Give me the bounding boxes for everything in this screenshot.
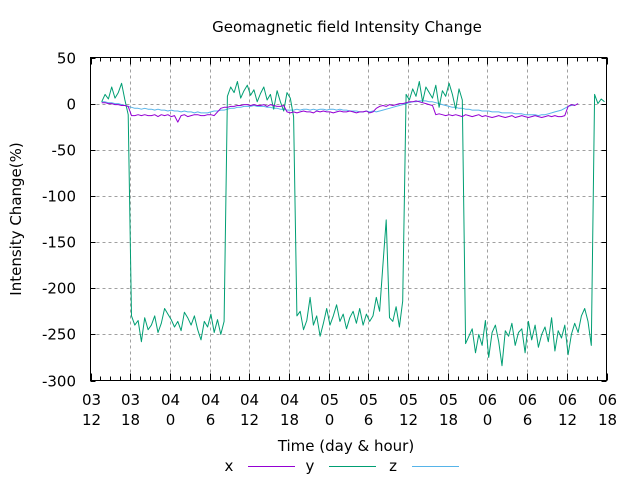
grid	[90, 57, 607, 381]
x-tick-hour-label: 0	[325, 411, 335, 429]
series-group	[101, 81, 605, 367]
x-tick-day-label: 06	[478, 391, 497, 409]
y-tick-label: -200	[42, 280, 76, 298]
ticks	[90, 57, 608, 382]
x-tick-day-label: 06	[598, 391, 617, 409]
x-tick-hour-label: 0	[166, 411, 176, 429]
y-tick-label: -100	[42, 188, 76, 206]
x-tick-day-label: 05	[399, 391, 418, 409]
legend-label-y: y	[306, 457, 315, 475]
legend: x y z	[225, 457, 459, 475]
x-tick-day-label: 03	[82, 391, 101, 409]
x-tick-day-label: 06	[558, 391, 577, 409]
x-tick-hour-label: 18	[280, 411, 299, 429]
series-line-z	[101, 100, 575, 117]
x-tick-day-label: 06	[518, 391, 537, 409]
x-tick-hour-label: 12	[558, 411, 577, 429]
x-tick-hour-label: 12	[240, 411, 259, 429]
y-tick-label: -300	[42, 373, 76, 391]
series-line-y	[101, 81, 605, 367]
y-tick-label: -150	[42, 234, 76, 252]
x-tick-hour-label: 0	[483, 411, 493, 429]
y-tick-label: -250	[42, 326, 76, 344]
x-tick-hour-label: 12	[399, 411, 418, 429]
chart-title: Geomagnetic field Intensity Change	[212, 18, 482, 36]
y-tick-label: 0	[66, 96, 76, 114]
series-line-x	[101, 100, 579, 123]
x-tick-day-label: 04	[161, 391, 180, 409]
x-tick-labels: 03 12 03 18 04 0 04 6 04 12 04 18 05 0 05 6 05 12 05 18 06 0 0…	[82, 391, 617, 429]
plot-frame	[90, 57, 607, 381]
y-tick-label: -50	[52, 142, 77, 160]
x-tick-day-label: 05	[320, 391, 339, 409]
x-tick-hour-label: 6	[523, 411, 533, 429]
x-tick-day-label: 04	[280, 391, 299, 409]
x-tick-hour-label: 12	[82, 411, 101, 429]
y-axis-title: Intensity Change(%)	[7, 142, 25, 295]
x-tick-hour-label: 18	[121, 411, 140, 429]
x-tick-hour-label: 18	[598, 411, 617, 429]
x-tick-day-label: 03	[121, 391, 140, 409]
x-axis-title: Time (day & hour)	[277, 437, 414, 455]
x-tick-day-label: 05	[439, 391, 458, 409]
x-tick-hour-label: 6	[206, 411, 216, 429]
y-tick-label: 50	[57, 50, 76, 68]
x-tick-hour-label: 18	[439, 411, 458, 429]
y-tick-labels: 50 0 -50 -100 -150 -200 -250 -300	[42, 50, 76, 391]
x-tick-day-label: 04	[240, 391, 259, 409]
x-tick-hour-label: 6	[364, 411, 374, 429]
x-tick-day-label: 04	[201, 391, 220, 409]
legend-label-x: x	[225, 457, 234, 475]
x-tick-day-label: 05	[359, 391, 378, 409]
legend-label-z: z	[389, 457, 397, 475]
